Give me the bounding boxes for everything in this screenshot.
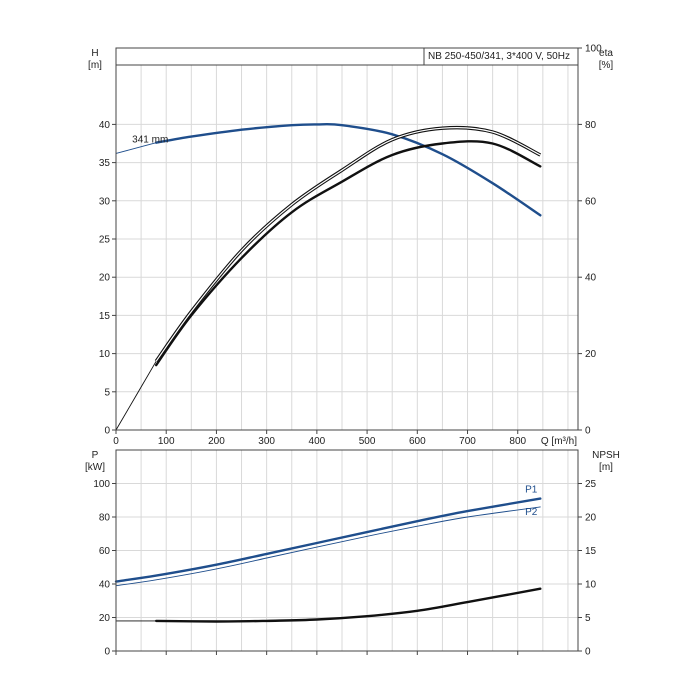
y-right-tick-label: 0 [585, 426, 591, 437]
curves [114, 122, 542, 623]
y-left-tick-label: 40 [99, 120, 111, 131]
x-tick-label: 100 [158, 436, 175, 447]
legend-label-p2: P2 [525, 507, 538, 518]
x-tick-label: 800 [509, 436, 526, 447]
series-0-1-line [155, 122, 542, 217]
plot-frames [112, 47, 582, 655]
y-right-tick-label: 5 [585, 613, 591, 624]
y-right-tick-label: 100 [585, 44, 602, 55]
y-right-tick-label: 0 [585, 647, 591, 658]
y-left-axis-unit: [kW] [85, 462, 105, 473]
y-left-tick-label: 15 [99, 311, 111, 322]
y-right-tick-label: 40 [585, 273, 597, 284]
x-tick-label: 300 [258, 436, 275, 447]
y-right-tick-label: 80 [585, 120, 597, 131]
y-left-tick-label: 25 [99, 235, 111, 246]
x-tick-label: 0 [113, 436, 119, 447]
y-left-tick-label: 80 [99, 513, 111, 524]
y-left-tick-label: 35 [99, 158, 111, 169]
x-tick-label: 500 [359, 436, 376, 447]
y-right-tick-label: 10 [585, 580, 597, 591]
y-right-tick-label: 20 [585, 349, 597, 360]
series-p1-line [114, 497, 542, 583]
title-box [423, 47, 579, 66]
series-p2-line [115, 506, 541, 587]
y-right-axis-label: eta [599, 48, 613, 59]
y-left-tick-label: 5 [104, 387, 110, 398]
y-right-axis-label: NPSH [592, 450, 620, 461]
y-left-axis-label: P [92, 450, 99, 461]
x-tick-label: 400 [309, 436, 326, 447]
series-0-2-line [115, 360, 157, 431]
y-left-axis-unit: [m] [88, 60, 102, 71]
series-0-4-line [155, 140, 542, 367]
x-tick-label: 600 [409, 436, 426, 447]
legend-label-p1: P1 [525, 485, 538, 496]
y-right-axis-unit: [%] [599, 60, 614, 71]
grid-lines [116, 65, 578, 651]
chart-title: NB 250-450/341, 3*400 V, 50Hz [428, 51, 570, 62]
x-tick-label: 700 [459, 436, 476, 447]
y-left-tick-label: 100 [93, 479, 110, 490]
x-tick-label: 200 [208, 436, 225, 447]
y-right-tick-label: 60 [585, 196, 597, 207]
series-0-3-line-inner [155, 127, 541, 362]
series-1-3-line [155, 587, 542, 623]
y-left-tick-label: 60 [99, 546, 111, 557]
y-left-axis-label: H [91, 48, 98, 59]
y-left-tick-label: 20 [99, 273, 111, 284]
y-left-tick-label: 40 [99, 580, 111, 591]
y-left-tick-label: 0 [104, 426, 110, 437]
y-left-tick-label: 10 [99, 349, 111, 360]
y-left-tick-label: 20 [99, 613, 111, 624]
y-right-tick-label: 15 [585, 546, 597, 557]
y-right-tick-label: 25 [585, 479, 597, 490]
impeller-diameter-label: 341 mm [132, 135, 168, 146]
y-right-axis-unit: [m] [599, 462, 613, 473]
x-axis-label: Q [m³/h] [541, 436, 577, 447]
series-0-0-line [115, 142, 157, 154]
y-right-tick-label: 20 [585, 513, 597, 524]
y-left-tick-label: 30 [99, 196, 111, 207]
y-left-tick-label: 0 [104, 647, 110, 658]
